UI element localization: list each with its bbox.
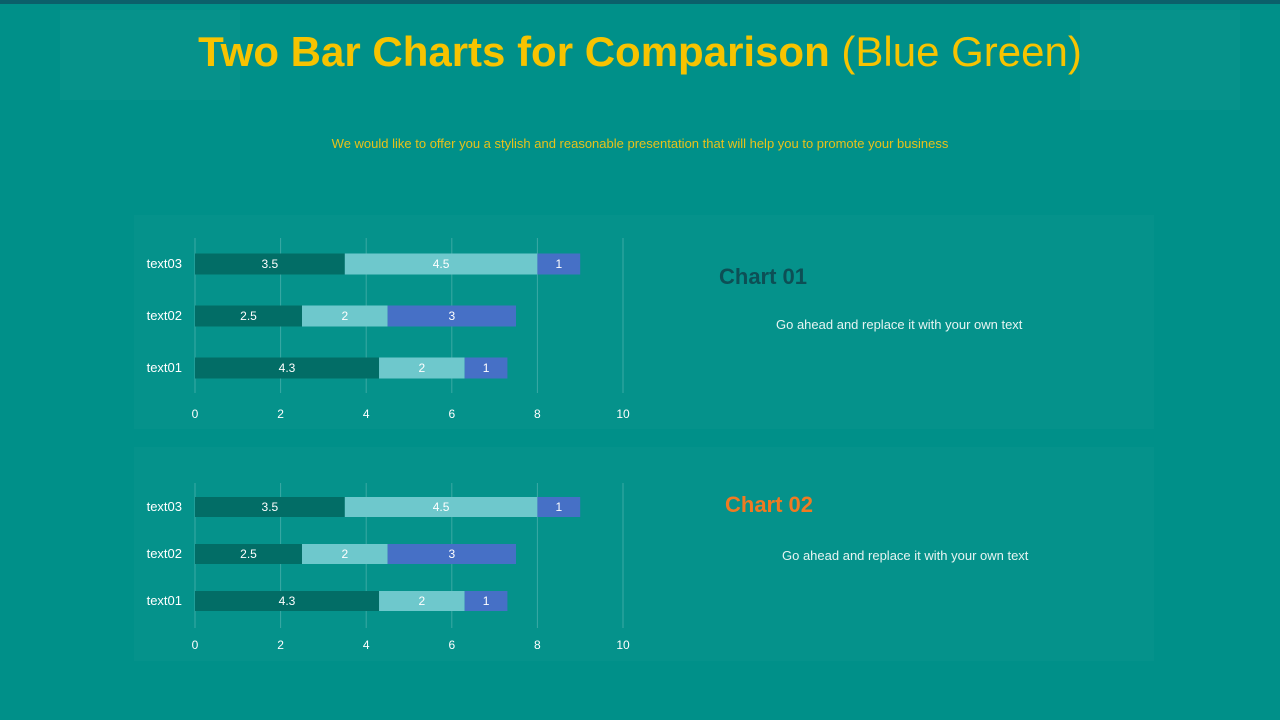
- x-tick-label: 2: [277, 638, 284, 652]
- data-label: 2: [341, 547, 348, 561]
- chart-02-description: Go ahead and replace it with your own te…: [782, 548, 1029, 563]
- x-tick-label: 8: [534, 407, 541, 421]
- category-label: text02: [147, 546, 182, 561]
- data-label: 3.5: [262, 257, 279, 271]
- data-label: 2.5: [240, 309, 257, 323]
- x-tick-label: 4: [363, 638, 370, 652]
- bar-segment: [387, 305, 516, 327]
- bar-segment: [537, 497, 581, 517]
- chart-01-description: Go ahead and replace it with your own te…: [776, 317, 1023, 332]
- x-tick-label: 10: [616, 407, 630, 421]
- data-label: 2: [418, 594, 425, 608]
- bar-segment: [387, 544, 516, 564]
- bar-segment: [379, 357, 465, 379]
- data-label: 3: [448, 309, 455, 323]
- data-label: 1: [555, 500, 562, 514]
- bar-segment: [302, 305, 388, 327]
- bar-segment: [195, 357, 380, 379]
- page-title: Two Bar Charts for Comparison (Blue Gree…: [0, 28, 1280, 76]
- x-tick-label: 8: [534, 638, 541, 652]
- chart-01-title: Chart 01: [719, 264, 808, 289]
- bar-segment: [195, 591, 380, 611]
- chart-02: 0 2 4 6 8 10 text01 4.3 2 1 text02 2.5 2 3 text03 3.5 4.…: [147, 483, 630, 652]
- bar-segment: [464, 591, 508, 611]
- category-label: text03: [147, 499, 182, 514]
- top-accent-line: [0, 0, 1280, 4]
- x-tick-label: 0: [192, 407, 199, 421]
- x-tick-label: 6: [448, 407, 455, 421]
- category-label: text03: [147, 256, 182, 271]
- data-label: 1: [483, 361, 490, 375]
- x-tick-label: 0: [192, 638, 199, 652]
- bar-segment: [302, 544, 388, 564]
- data-label: 3.5: [262, 500, 279, 514]
- chart-01: 0 2 4 6 8 10 text01 4.3 2 1 text02 2.5 2 3 text03 3.5 4.…: [147, 238, 630, 421]
- data-label: 4.3: [279, 594, 296, 608]
- x-tick-label: 4: [363, 407, 370, 421]
- bar-segment: [537, 253, 581, 275]
- data-label: 4.5: [433, 500, 450, 514]
- bar-segment: [195, 544, 302, 564]
- data-label: 3: [448, 547, 455, 561]
- page-title-light: (Blue Green): [841, 28, 1082, 75]
- category-label: text01: [147, 593, 182, 608]
- bar-segment: [379, 591, 465, 611]
- page-title-bold: Two Bar Charts for Comparison: [198, 28, 830, 75]
- data-label: 1: [483, 594, 490, 608]
- data-label: 2: [418, 361, 425, 375]
- data-label: 1: [555, 257, 562, 271]
- data-label: 4.5: [433, 257, 450, 271]
- page-subtitle: We would like to offer you a stylish and…: [331, 136, 949, 151]
- bar-segment: [195, 305, 302, 327]
- x-tick-label: 2: [277, 407, 284, 421]
- bar-segment: [344, 253, 538, 275]
- bar-segment: [344, 497, 538, 517]
- data-label: 2.5: [240, 547, 257, 561]
- bar-segment: [195, 253, 345, 275]
- category-label: text02: [147, 308, 182, 323]
- x-tick-label: 10: [616, 638, 630, 652]
- data-label: 4.3: [279, 361, 296, 375]
- chart-02-title: Chart 02: [725, 492, 814, 517]
- bar-segment: [195, 497, 345, 517]
- data-label: 2: [341, 309, 348, 323]
- bar-segment: [464, 357, 508, 379]
- x-tick-label: 6: [448, 638, 455, 652]
- category-label: text01: [147, 360, 182, 375]
